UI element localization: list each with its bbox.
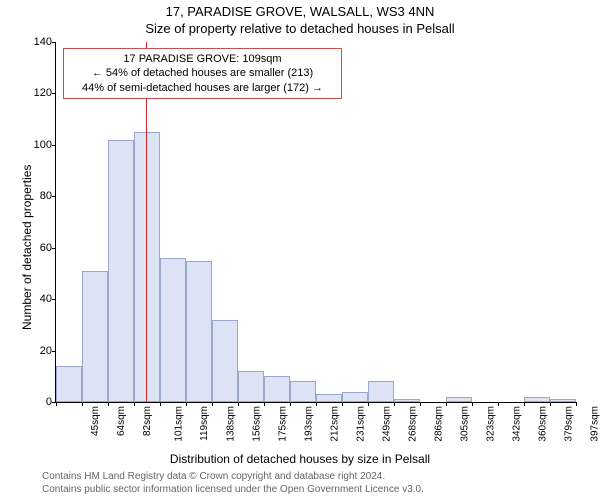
histogram-bar [82, 271, 108, 402]
x-tick-mark [368, 402, 369, 406]
x-tick-mark [524, 402, 525, 406]
x-tick-mark [498, 402, 499, 406]
histogram-bar [394, 399, 420, 402]
histogram-bar [368, 381, 394, 402]
x-tick-mark [316, 402, 317, 406]
histogram-bar [134, 132, 160, 402]
x-tick-mark [550, 402, 551, 406]
y-tick-mark [52, 196, 56, 197]
y-tick-mark [52, 299, 56, 300]
y-tick-label: 0 [22, 396, 56, 408]
x-tick-label: 249sqm [382, 406, 393, 442]
x-tick-label: 64sqm [116, 406, 127, 436]
histogram-bar [160, 258, 186, 402]
x-tick-mark [212, 402, 213, 406]
histogram-bar [108, 140, 134, 402]
y-tick-mark [52, 145, 56, 146]
footer-line2: Contains public sector information licen… [42, 483, 424, 496]
y-tick-mark [52, 248, 56, 249]
x-tick-label: 305sqm [460, 406, 471, 442]
x-tick-label: 212sqm [330, 406, 341, 442]
x-tick-mark [446, 402, 447, 406]
histogram-bar [550, 399, 576, 402]
y-tick-mark [52, 42, 56, 43]
x-tick-mark [186, 402, 187, 406]
histogram-bar [342, 392, 368, 402]
x-tick-label: 379sqm [564, 406, 575, 442]
x-tick-mark [82, 402, 83, 406]
x-tick-mark [56, 402, 57, 406]
x-tick-label: 286sqm [434, 406, 445, 442]
x-tick-label: 342sqm [512, 406, 523, 442]
footer-attribution: Contains HM Land Registry data © Crown c… [42, 470, 424, 496]
x-tick-mark [342, 402, 343, 406]
y-tick-label: 140 [22, 36, 56, 48]
x-tick-label: 82sqm [142, 406, 153, 436]
y-tick-label: 40 [22, 293, 56, 305]
histogram-bar [56, 366, 82, 402]
x-tick-label: 231sqm [356, 406, 367, 442]
x-tick-mark [160, 402, 161, 406]
chart-title-line1: 17, PARADISE GROVE, WALSALL, WS3 4NN [0, 4, 600, 19]
x-axis-label: Distribution of detached houses by size … [0, 452, 600, 466]
x-tick-label: 397sqm [590, 406, 600, 442]
x-tick-label: 360sqm [538, 406, 549, 442]
x-tick-mark [290, 402, 291, 406]
x-tick-label: 119sqm [199, 406, 210, 441]
x-tick-label: 175sqm [278, 406, 289, 442]
chart-container: 17, PARADISE GROVE, WALSALL, WS3 4NN Siz… [0, 0, 600, 500]
y-tick-mark [52, 93, 56, 94]
histogram-bar [524, 397, 550, 402]
x-tick-mark [472, 402, 473, 406]
histogram-bar [212, 320, 238, 402]
histogram-bar [186, 261, 212, 402]
x-tick-mark [108, 402, 109, 406]
histogram-bar [290, 381, 316, 402]
x-tick-label: 45sqm [90, 406, 101, 436]
annotation-line3: 44% of semi-detached houses are larger (… [70, 81, 335, 95]
x-tick-label: 101sqm [174, 406, 185, 442]
y-tick-label: 100 [22, 139, 56, 151]
footer-line1: Contains HM Land Registry data © Crown c… [42, 470, 424, 483]
x-tick-mark [264, 402, 265, 406]
x-tick-label: 138sqm [226, 406, 237, 442]
y-tick-label: 20 [22, 345, 56, 357]
x-tick-mark [134, 402, 135, 406]
x-tick-mark [576, 402, 577, 406]
histogram-bar [238, 371, 264, 402]
x-tick-mark [238, 402, 239, 406]
y-tick-label: 60 [22, 242, 56, 254]
x-tick-label: 193sqm [304, 406, 315, 442]
x-tick-label: 323sqm [486, 406, 497, 442]
y-tick-mark [52, 351, 56, 352]
x-tick-mark [394, 402, 395, 406]
annotation-box: 17 PARADISE GROVE: 109sqm← 54% of detach… [63, 48, 342, 99]
x-tick-mark [420, 402, 421, 406]
histogram-bar [264, 376, 290, 402]
histogram-bar [316, 394, 342, 402]
chart-title-line2: Size of property relative to detached ho… [0, 21, 600, 36]
annotation-line2: ← 54% of detached houses are smaller (21… [70, 66, 335, 80]
y-tick-label: 120 [22, 87, 56, 99]
annotation-line1: 17 PARADISE GROVE: 109sqm [70, 52, 335, 66]
histogram-bar [446, 397, 472, 402]
x-tick-label: 268sqm [408, 406, 419, 442]
x-tick-label: 156sqm [252, 406, 263, 442]
y-tick-label: 80 [22, 190, 56, 202]
